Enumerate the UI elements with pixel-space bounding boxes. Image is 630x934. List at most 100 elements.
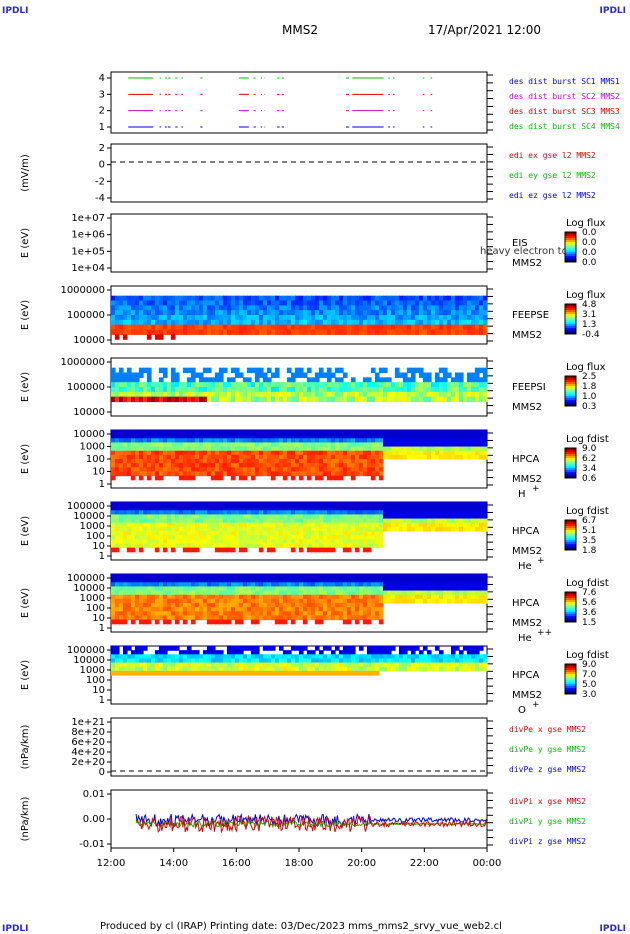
spectrogram-cell [131,329,136,335]
spectrogram-cell [355,295,360,302]
colorbar-swatch [565,614,576,617]
spectrogram-cell [431,518,436,524]
colorbar-swatch [565,476,576,479]
spectrogram-cell [423,300,428,306]
spectrogram-cell [171,319,176,326]
spectrogram-cell [247,438,252,444]
spectrogram-cell [435,442,440,448]
spectrogram-cell [235,502,240,507]
spectrogram-cell [439,382,444,388]
spectrogram-cell [387,377,392,383]
spectrogram-cell [227,670,232,676]
spectrogram-cell [111,372,116,378]
spectrogram-cell [467,594,472,600]
spectrogram-cell [423,598,428,604]
spectrogram-cell [483,582,488,588]
spectrogram-cell [455,434,460,439]
spectrogram-cell [143,662,148,668]
spectrogram-cell [163,578,168,583]
spectrogram-cell [323,518,328,524]
spectrogram-cell [199,430,204,435]
spectrogram-cell [231,387,236,393]
spectrogram-cell [435,518,440,524]
spectrogram-cell [315,387,320,393]
spectrogram-cell [251,603,256,608]
spectrogram-cell [327,574,332,579]
spectrogram-cell [331,586,336,592]
spectrogram-cell [283,590,288,596]
spacecraft-title: MMS2 [282,23,318,37]
spectrogram-cell [127,598,132,604]
y-axis-label: E (eV) [20,588,31,618]
spectrogram-cell [319,586,324,592]
spectrogram-cell [243,315,248,321]
spectrogram-cell [447,526,452,532]
overlay-text: heavy electron to [480,246,568,257]
spectrogram-cell [111,547,116,553]
spectrogram-cell [239,658,244,664]
spectrogram-cell [159,650,164,655]
spectrogram-cell [159,324,164,331]
spectrogram-cell [115,594,120,600]
colorbar-tick: 3.6 [582,608,597,618]
spectrogram-cell [203,518,208,524]
spectrogram-cell [431,396,436,403]
spectrogram-cell [211,670,216,676]
spectrogram-cell [155,502,160,507]
spectrogram-cell [459,377,464,383]
spectrogram-cell [451,578,456,583]
spectrogram-cell [459,372,464,378]
spectrogram-cell [183,430,188,435]
spectrogram-cell [375,594,380,600]
spectrogram-cell [375,518,380,524]
spectrogram-cell [335,382,340,388]
spectrogram-cell [179,611,184,617]
spectrogram-cell [355,543,360,549]
spectrogram-cell [475,430,480,435]
spectrogram-cell [203,539,208,545]
spectrogram-cell [415,506,420,511]
spectrogram-cell [159,430,164,435]
spectrogram-cell [283,586,288,592]
spectrogram-cell [295,310,300,316]
spectrogram-cell [275,438,280,444]
spectrogram-cell [211,526,216,532]
spectrogram-cell [367,535,372,540]
spectrogram-cell [403,514,408,520]
spectrogram-cell [443,502,448,507]
spectrogram-cell [351,531,356,536]
spectrogram-cell [483,442,488,448]
spectrogram-cell [155,471,160,477]
spectrogram-cell [247,324,252,331]
spectrogram-cell [155,382,160,388]
spectrogram-cell [147,396,152,403]
y-tick-label: 10000 [73,407,105,418]
spectrogram-cell [215,650,220,655]
spectrogram-cell [411,300,416,306]
spectrogram-cell [243,506,248,511]
spectrogram-cell [303,467,308,473]
spectrogram-cell [283,654,288,660]
spectrogram-cell [403,377,408,383]
spectrogram-cell [111,367,116,374]
spectrogram-cell [227,594,232,600]
spectrogram-cell [379,539,384,545]
spectrogram-cell [323,611,328,617]
spectrogram-cell [303,598,308,604]
spectrogram-cell [135,531,140,536]
spectrogram-cell [387,586,392,592]
spectrogram-cell [455,590,460,596]
spectrogram-cell [351,518,356,524]
spectrogram-cell [119,372,124,378]
spectrogram-cell [471,324,476,331]
spectrogram-cell [199,654,204,660]
spectrogram-cell [291,382,296,388]
spectrogram-cell [183,459,188,464]
colorbar-swatch [565,330,576,333]
spectrogram-cell [283,598,288,604]
spectrogram-cell [455,396,460,403]
spectrogram-cell [231,514,236,520]
spectrogram-cell [451,514,456,520]
spectrogram-cell [287,387,292,393]
spectrogram-cell [139,598,144,604]
